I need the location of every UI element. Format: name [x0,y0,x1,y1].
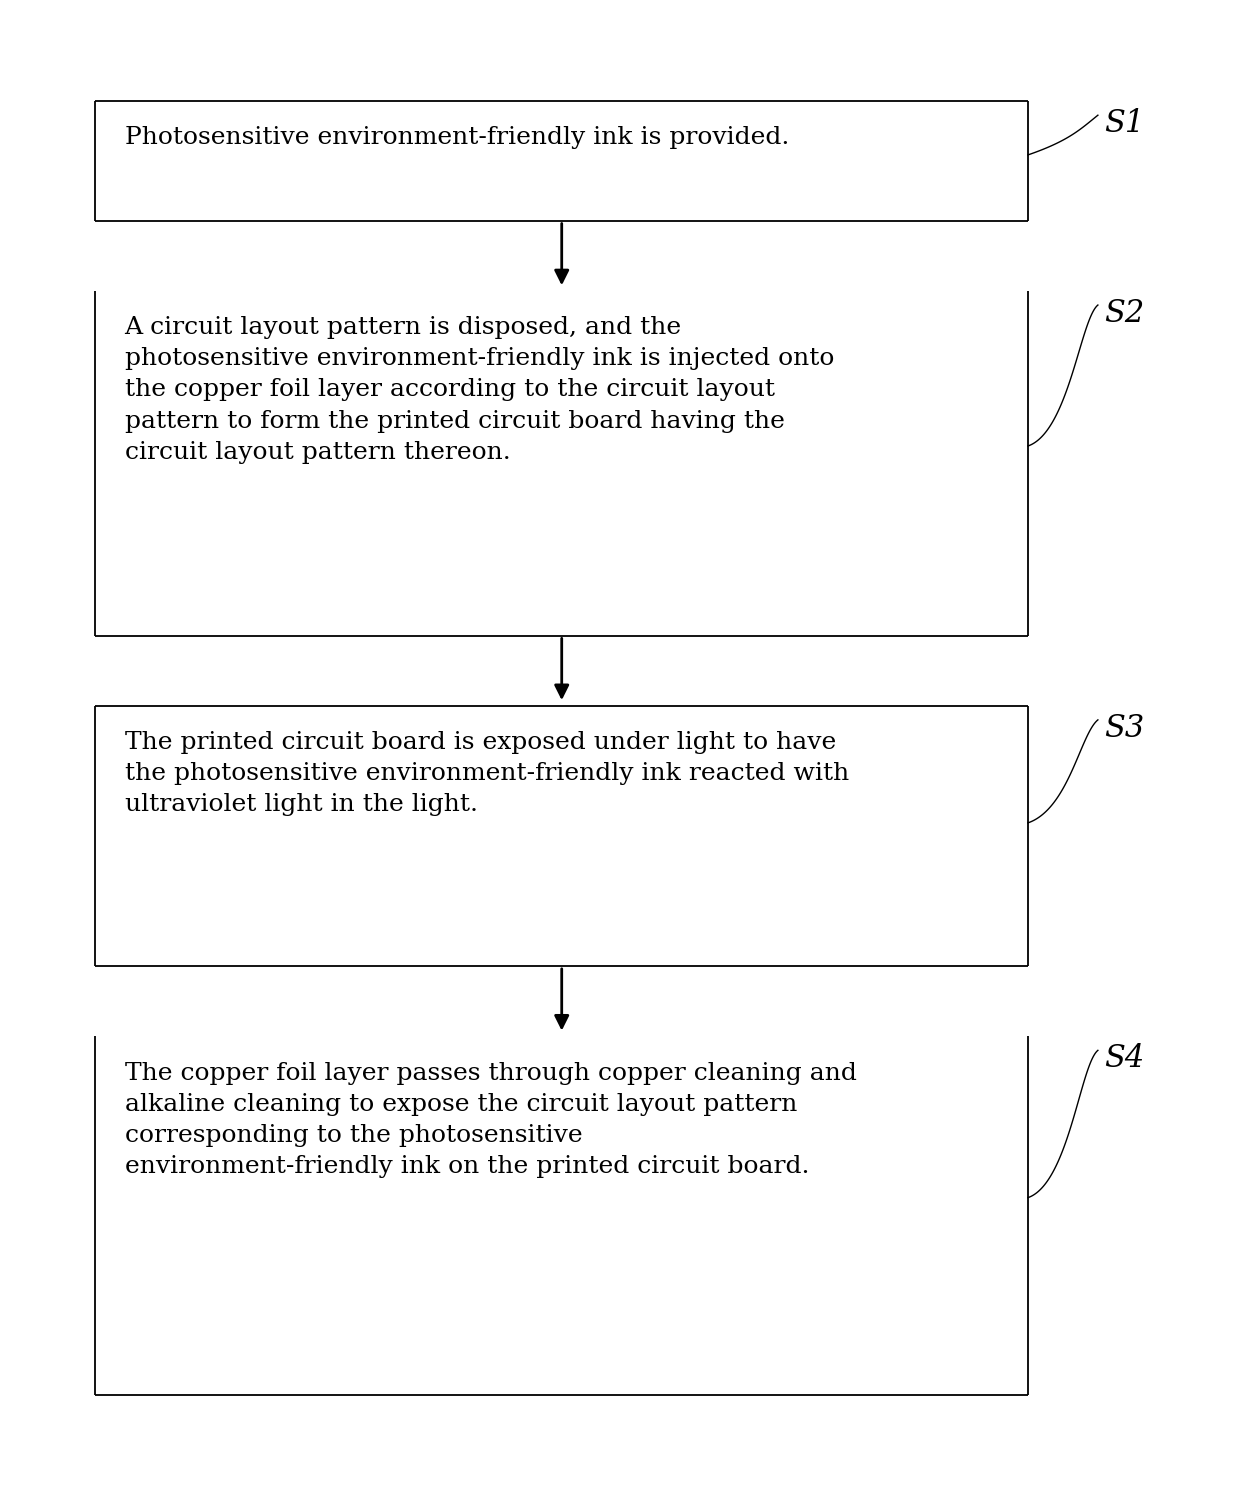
Text: S3: S3 [1104,714,1145,744]
Text: The printed circuit board is exposed under light to have
the photosensitive envi: The printed circuit board is exposed und… [124,732,849,817]
Text: A circuit layout pattern is disposed, and the
photosensitive environment-friendl: A circuit layout pattern is disposed, an… [124,316,835,464]
Text: The copper foil layer passes through copper cleaning and
alkaline cleaning to ex: The copper foil layer passes through cop… [124,1062,857,1177]
Text: S2: S2 [1104,298,1145,329]
Text: S1: S1 [1104,108,1145,139]
Text: S4: S4 [1104,1043,1145,1074]
Text: Photosensitive environment-friendly ink is provided.: Photosensitive environment-friendly ink … [124,127,789,150]
